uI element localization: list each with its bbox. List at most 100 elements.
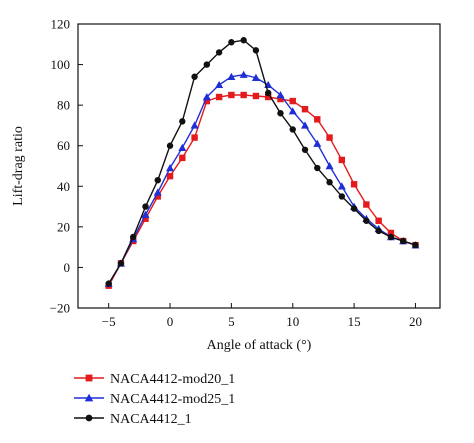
data-point	[130, 233, 137, 241]
data-point	[203, 61, 211, 68]
data-point	[387, 229, 395, 237]
data-point	[215, 80, 224, 89]
data-point	[277, 95, 284, 103]
data-point	[301, 121, 310, 129]
data-point	[154, 177, 161, 184]
x-tick-label: −5	[102, 314, 116, 329]
series-2	[104, 70, 420, 287]
data-point	[105, 280, 112, 287]
data-point	[313, 139, 322, 147]
data-point	[240, 91, 247, 99]
data-point	[265, 89, 272, 97]
data-point	[191, 73, 198, 80]
y-tick-label: 40	[57, 179, 70, 194]
data-point	[375, 217, 382, 224]
data-point	[338, 193, 346, 200]
data-point	[190, 121, 199, 129]
data-point	[277, 110, 284, 117]
data-point	[337, 182, 346, 190]
x-axis-title: Angle of attack (°)	[207, 338, 312, 353]
legend-marker	[85, 414, 93, 422]
data-point	[338, 156, 346, 164]
data-point	[227, 72, 236, 80]
data-point	[314, 164, 321, 172]
data-point	[215, 49, 223, 56]
x-tick-label: 20	[409, 314, 422, 329]
data-point	[314, 116, 321, 123]
data-point	[301, 106, 309, 113]
data-point	[215, 93, 223, 101]
y-tick-label: 60	[57, 138, 70, 153]
legend-entry: NACA4412_1	[74, 412, 192, 427]
data-point	[228, 91, 235, 99]
data-point	[142, 203, 149, 210]
data-point	[301, 146, 309, 153]
data-point	[412, 241, 419, 249]
y-tick-label: 20	[57, 219, 70, 234]
data-point	[166, 164, 175, 172]
legend-label: NACA4412-mod20_1	[110, 372, 235, 387]
y-tick-label: 80	[57, 98, 70, 113]
legend: NACA4412-mod20_1 NACA4412-mod25_1 NACA4412…	[74, 372, 235, 427]
y-tick-label: −20	[50, 301, 70, 316]
data-point	[276, 91, 285, 99]
data-point	[179, 154, 186, 162]
x-tick-label: 15	[348, 314, 361, 329]
data-point	[166, 172, 174, 180]
data-point	[325, 162, 334, 170]
y-axis-title: Lift-drag ratio	[11, 126, 26, 206]
legend-label: NACA4412-mod25_1	[110, 392, 235, 407]
data-point	[375, 227, 382, 235]
data-point	[228, 39, 235, 46]
data-point	[240, 37, 247, 44]
data-point	[179, 118, 186, 125]
legend-marker	[85, 374, 93, 382]
legend-label: NACA4412_1	[110, 412, 192, 427]
legend-entry: NACA4412-mod20_1	[74, 372, 235, 387]
data-point	[252, 47, 260, 54]
data-point	[251, 73, 260, 81]
data-point	[289, 97, 296, 105]
data-point	[350, 205, 358, 212]
series-line	[108, 39, 416, 285]
plot-frame	[77, 23, 441, 309]
data-point	[191, 134, 198, 141]
data-point	[363, 217, 370, 224]
plot-border	[77, 23, 441, 309]
data-point	[142, 215, 149, 222]
legend-entry: NACA4412-mod25_1	[74, 392, 235, 407]
data-point	[166, 142, 174, 149]
x-tick-label: 10	[286, 314, 299, 329]
legend-marker	[84, 393, 94, 402]
data-point	[387, 233, 395, 241]
data-point	[178, 143, 187, 151]
data-point	[289, 126, 296, 133]
data-point	[141, 210, 150, 218]
x-tick-label: 0	[167, 314, 174, 329]
data-point	[154, 193, 161, 200]
series-line	[108, 73, 416, 285]
data-point	[399, 237, 407, 245]
data-point	[363, 201, 370, 208]
x-tick-label: 5	[228, 314, 235, 329]
y-tick-label: 120	[51, 17, 71, 32]
x-axis-ticks: −5 0 5 10 15 20	[102, 303, 422, 329]
data-point	[153, 188, 162, 196]
data-point	[326, 134, 333, 141]
data-point	[350, 181, 358, 188]
data-point	[202, 93, 211, 101]
series-line	[108, 94, 416, 287]
data-point	[265, 93, 272, 101]
y-tick-label: 0	[64, 260, 71, 275]
y-tick-label: 100	[51, 57, 71, 72]
data-point	[252, 92, 260, 100]
series-layer	[104, 37, 420, 289]
data-point	[288, 107, 297, 115]
y-axis-ticks: −20 0 20 40 60 80 100 120	[50, 17, 83, 316]
data-point	[239, 70, 248, 78]
series-3	[105, 37, 419, 287]
data-point	[117, 260, 125, 267]
data-point	[203, 97, 211, 105]
data-point	[326, 179, 333, 186]
